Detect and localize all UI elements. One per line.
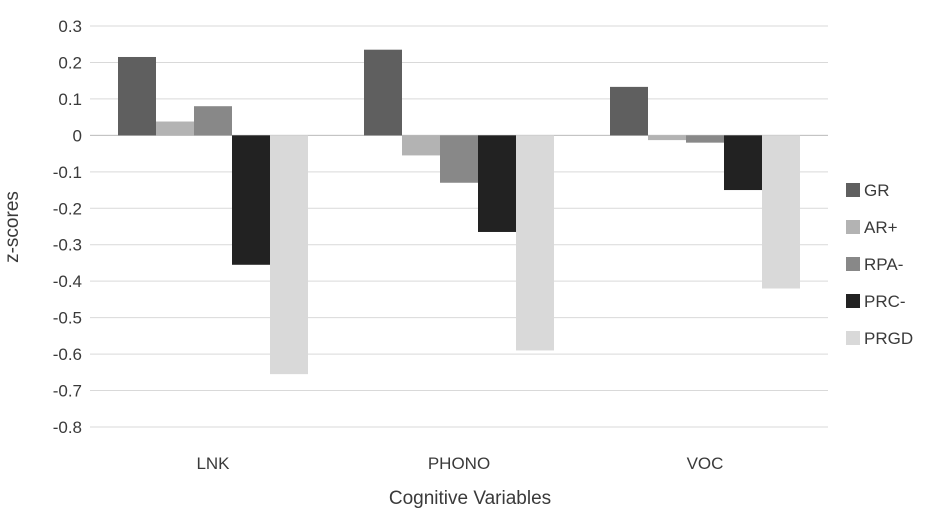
bar-prc-lnk xyxy=(232,135,270,265)
bar-prgd-lnk xyxy=(270,135,308,375)
legend-label: PRGD xyxy=(864,329,913,348)
y-tick-label: 0.1 xyxy=(58,90,82,109)
y-tick-label: -0.7 xyxy=(53,382,82,401)
y-tick-labels: 0.3 0.2 0.1 0 -0.1 -0.2 -0.3 -0.4 -0.5 -0.6 -0.7 -0… xyxy=(53,17,82,437)
bar-rpa-lnk xyxy=(194,106,232,136)
y-tick-label: 0.2 xyxy=(58,53,82,72)
legend: GR AR+ RPA- PRC- PRGD xyxy=(846,181,913,348)
y-tick-label: -0.5 xyxy=(53,309,82,328)
bar-prc-voc xyxy=(724,135,762,191)
y-tick-label: -0.8 xyxy=(53,418,82,437)
legend-swatch xyxy=(846,220,860,234)
y-axis-title: z-scores xyxy=(2,191,23,263)
legend-swatch xyxy=(846,294,860,308)
y-tick-label: -0.2 xyxy=(53,199,82,218)
legend-swatch xyxy=(846,257,860,271)
bar-gr-phono xyxy=(364,49,402,136)
y-tick-label: -0.3 xyxy=(53,236,82,255)
bar-rpa-voc xyxy=(686,135,724,143)
bar-gr-lnk xyxy=(118,56,156,136)
legend-label: AR+ xyxy=(864,218,898,237)
legend-label: RPA- xyxy=(864,255,903,274)
x-tick-label: VOC xyxy=(687,454,724,473)
bar-ar-phono xyxy=(402,135,440,156)
bar-rpa-phono xyxy=(440,135,478,183)
x-tick-label: LNK xyxy=(196,454,230,473)
legend-label: GR xyxy=(864,181,890,200)
y-tick-label: 0.3 xyxy=(58,17,82,36)
x-tick-label: PHONO xyxy=(428,454,490,473)
bar-prgd-phono xyxy=(516,135,554,351)
bar-prgd-voc xyxy=(762,135,800,289)
y-tick-label: -0.1 xyxy=(53,163,82,182)
bar-gr-voc xyxy=(610,86,648,136)
bar-ar-voc xyxy=(648,135,686,141)
legend-swatch xyxy=(846,183,860,197)
y-tick-label: 0 xyxy=(73,126,82,145)
bars xyxy=(118,49,800,375)
legend-swatch xyxy=(846,331,860,345)
bar-prc-phono xyxy=(478,135,516,232)
x-tick-labels: LNK PHONO VOC xyxy=(196,454,723,473)
x-axis-title: Cognitive Variables xyxy=(389,488,551,509)
legend-label: PRC- xyxy=(864,292,906,311)
y-tick-label: -0.4 xyxy=(53,272,82,291)
y-tick-label: -0.6 xyxy=(53,345,82,364)
bar-ar-lnk xyxy=(156,121,194,136)
gridlines xyxy=(90,25,828,428)
